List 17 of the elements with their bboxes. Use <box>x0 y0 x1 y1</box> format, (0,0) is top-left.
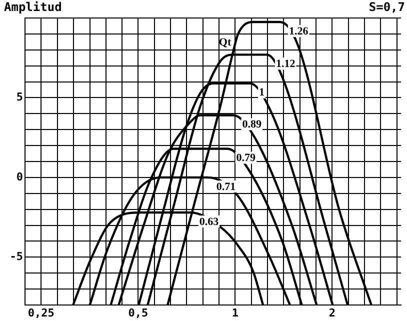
chart-subtitle: S=0,7 <box>368 0 405 14</box>
y-tick-label: -5 <box>10 250 23 264</box>
series-label: 0.63 <box>199 216 220 228</box>
series-label: 0.79 <box>236 152 256 164</box>
y-tick-label: 0 <box>16 170 23 184</box>
legend-title: Qt <box>218 36 232 48</box>
series-label: 1.12 <box>276 58 296 70</box>
series-label: 0.71 <box>216 180 236 193</box>
series-label: 1 <box>259 86 265 99</box>
x-tick-label: 2 <box>328 306 336 320</box>
x-tick-label: 0,25 <box>28 306 54 320</box>
chart-title: Amplitud <box>4 0 62 14</box>
x-tick-label: 1 <box>232 306 239 320</box>
x-tick-label: 0,5 <box>128 306 148 320</box>
series-label: 0.89 <box>242 118 262 131</box>
series-label: 1.26 <box>288 25 309 38</box>
y-tick-label: 5 <box>16 90 23 104</box>
